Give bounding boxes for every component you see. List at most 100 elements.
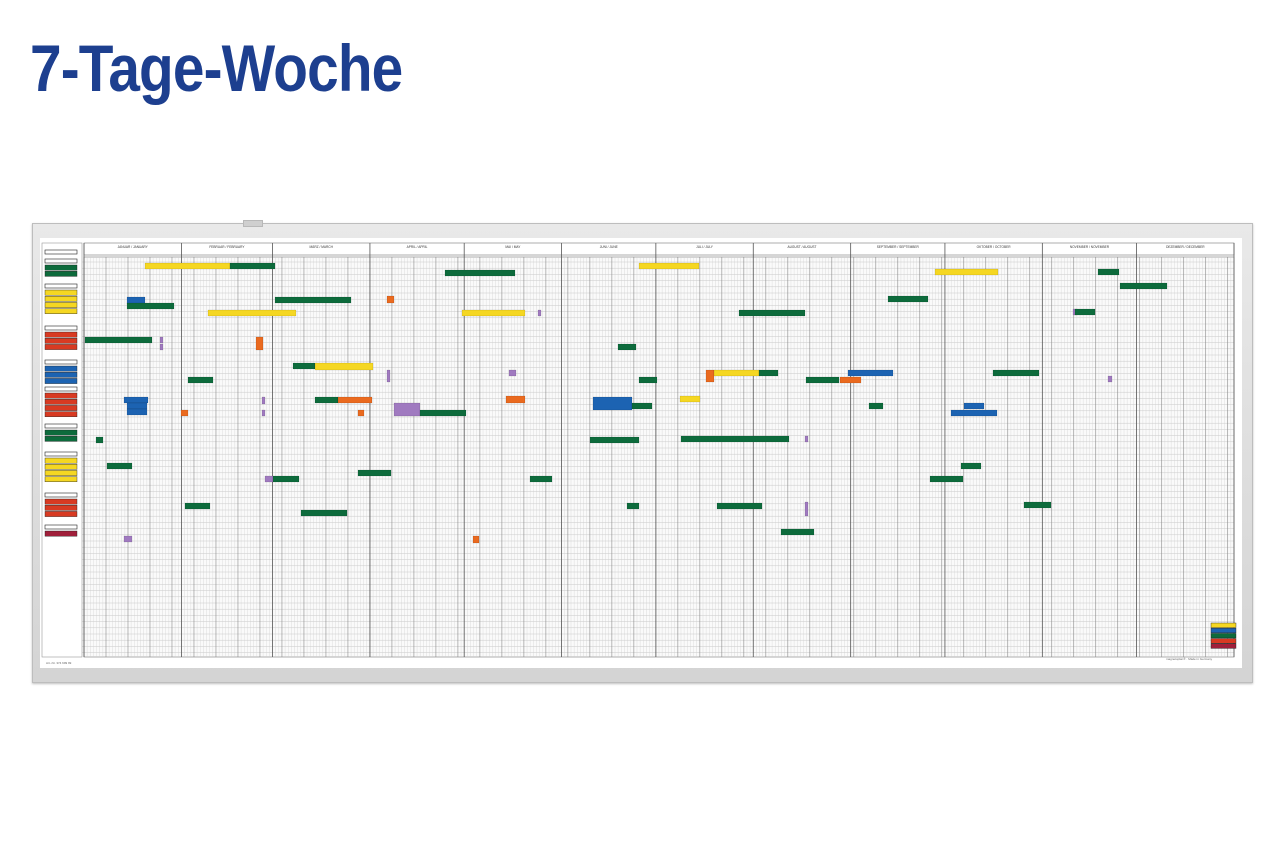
planning-magnet [626, 502, 640, 510]
planning-magnet [123, 396, 149, 404]
row-label-tag [44, 435, 78, 442]
month-label: AUGUST / AUGUST [787, 245, 816, 249]
group-header-tag [44, 325, 78, 331]
row-label-tag [44, 331, 78, 338]
planning-magnet [1074, 308, 1096, 316]
planning-magnet [187, 376, 214, 384]
row-label-tag [44, 511, 78, 517]
planning-magnet [461, 309, 526, 317]
planning-magnet [159, 336, 164, 344]
planning-magnet [638, 262, 700, 270]
group-header-tag [44, 524, 78, 530]
planning-magnet [314, 362, 374, 371]
legend-tag [1210, 633, 1237, 639]
planning-magnet [950, 409, 998, 417]
planning-magnet [393, 402, 421, 417]
planning-magnet [300, 509, 348, 517]
header-tag [44, 249, 78, 255]
row-label-tag [44, 371, 78, 378]
group-header-tag [44, 283, 78, 289]
planning-magnet [887, 295, 929, 303]
row-label-tag [44, 378, 78, 384]
planning-magnet [314, 396, 339, 404]
month-label: MAI / MAY [505, 245, 521, 249]
group-header-tag [44, 386, 78, 392]
planning-magnet [589, 436, 640, 444]
planning-magnet [738, 309, 806, 317]
month-label: FEBRUAR / FEBRUARY [209, 245, 245, 249]
page-title: 7-Tage-Woche [30, 31, 403, 105]
group-header-tag [44, 451, 78, 457]
planning-magnet [592, 396, 633, 411]
planning-magnet [337, 396, 373, 404]
month-label: OKTOBER / OCTOBER [977, 245, 1012, 249]
month-label: MÄRZ / MARCH [310, 245, 334, 249]
planning-magnet [1097, 268, 1120, 276]
planning-magnet [780, 528, 815, 536]
planning-magnet [386, 369, 391, 383]
planning-magnet [1119, 282, 1168, 290]
month-label: NOVEMBER / NOVEMBER [1070, 245, 1110, 249]
row-label-tag [44, 457, 78, 464]
planning-magnet [261, 396, 266, 405]
planning-magnet [123, 535, 133, 543]
planning-magnet [804, 435, 809, 443]
planning-magnet [631, 402, 653, 410]
planning-magnet [617, 343, 637, 351]
planning-magnet [1107, 375, 1113, 383]
planning-magnet [357, 469, 392, 477]
board-clip [243, 220, 263, 227]
planning-magnet [84, 336, 153, 344]
row-label-tag [44, 289, 78, 296]
row-label-tag [44, 392, 78, 399]
planning-magnet [95, 436, 104, 444]
month-label: JUNI / JUNE [600, 245, 618, 249]
planning-magnet [357, 409, 365, 417]
planning-magnet [126, 408, 148, 416]
planning-magnet [272, 475, 300, 483]
planning-magnet [963, 402, 985, 410]
planning-magnet [929, 475, 964, 483]
planning-magnet [705, 369, 715, 383]
planning-magnet [508, 369, 517, 377]
row-label-tag [44, 470, 78, 476]
planning-magnet [180, 409, 189, 417]
row-label-tag [44, 296, 78, 302]
planning-magnet [386, 295, 395, 304]
legend-tag [1210, 643, 1237, 649]
planner-grid: JANUAR / JANUARY FEBRUAR / FEBRUARY MÄRZ /… [41, 242, 1237, 658]
row-label-tag [44, 530, 78, 537]
group-header-tag [44, 423, 78, 429]
planning-magnet [419, 409, 467, 417]
group-header-tag [44, 258, 78, 264]
legend-tag [1210, 622, 1237, 628]
month-label: JANUAR / JANUARY [118, 245, 149, 249]
row-label-tag [44, 398, 78, 405]
row-label-tag [44, 271, 78, 277]
row-label-tag [44, 264, 78, 271]
planning-magnet [106, 462, 133, 470]
planning-magnet [992, 369, 1040, 377]
planning-magnet [713, 369, 760, 377]
row-label-tag [44, 344, 78, 350]
planning-magnet [805, 376, 840, 384]
planning-magnet [537, 309, 542, 317]
row-label-tag [44, 405, 78, 411]
planning-magnet [804, 501, 809, 517]
row-label-tag [44, 463, 78, 470]
board-article-number: Art.-Nr. 374 699 99 [46, 661, 72, 665]
planning-magnet [868, 402, 884, 410]
planner-board: JANUAR / JANUARY FEBRUAR / FEBRUARY MÄRZ /… [40, 238, 1242, 668]
planning-magnet [274, 296, 352, 304]
planning-magnet [680, 435, 790, 443]
planning-magnet [207, 309, 297, 317]
planning-magnet [159, 343, 164, 351]
planning-magnet [839, 376, 862, 384]
planning-magnet [261, 409, 266, 417]
month-label: JULI / JULY [696, 245, 714, 249]
planning-magnet [934, 268, 999, 276]
planning-magnet [505, 395, 526, 404]
planning-magnet [229, 262, 276, 270]
row-label-tag [44, 476, 78, 483]
planning-magnet [638, 376, 658, 384]
